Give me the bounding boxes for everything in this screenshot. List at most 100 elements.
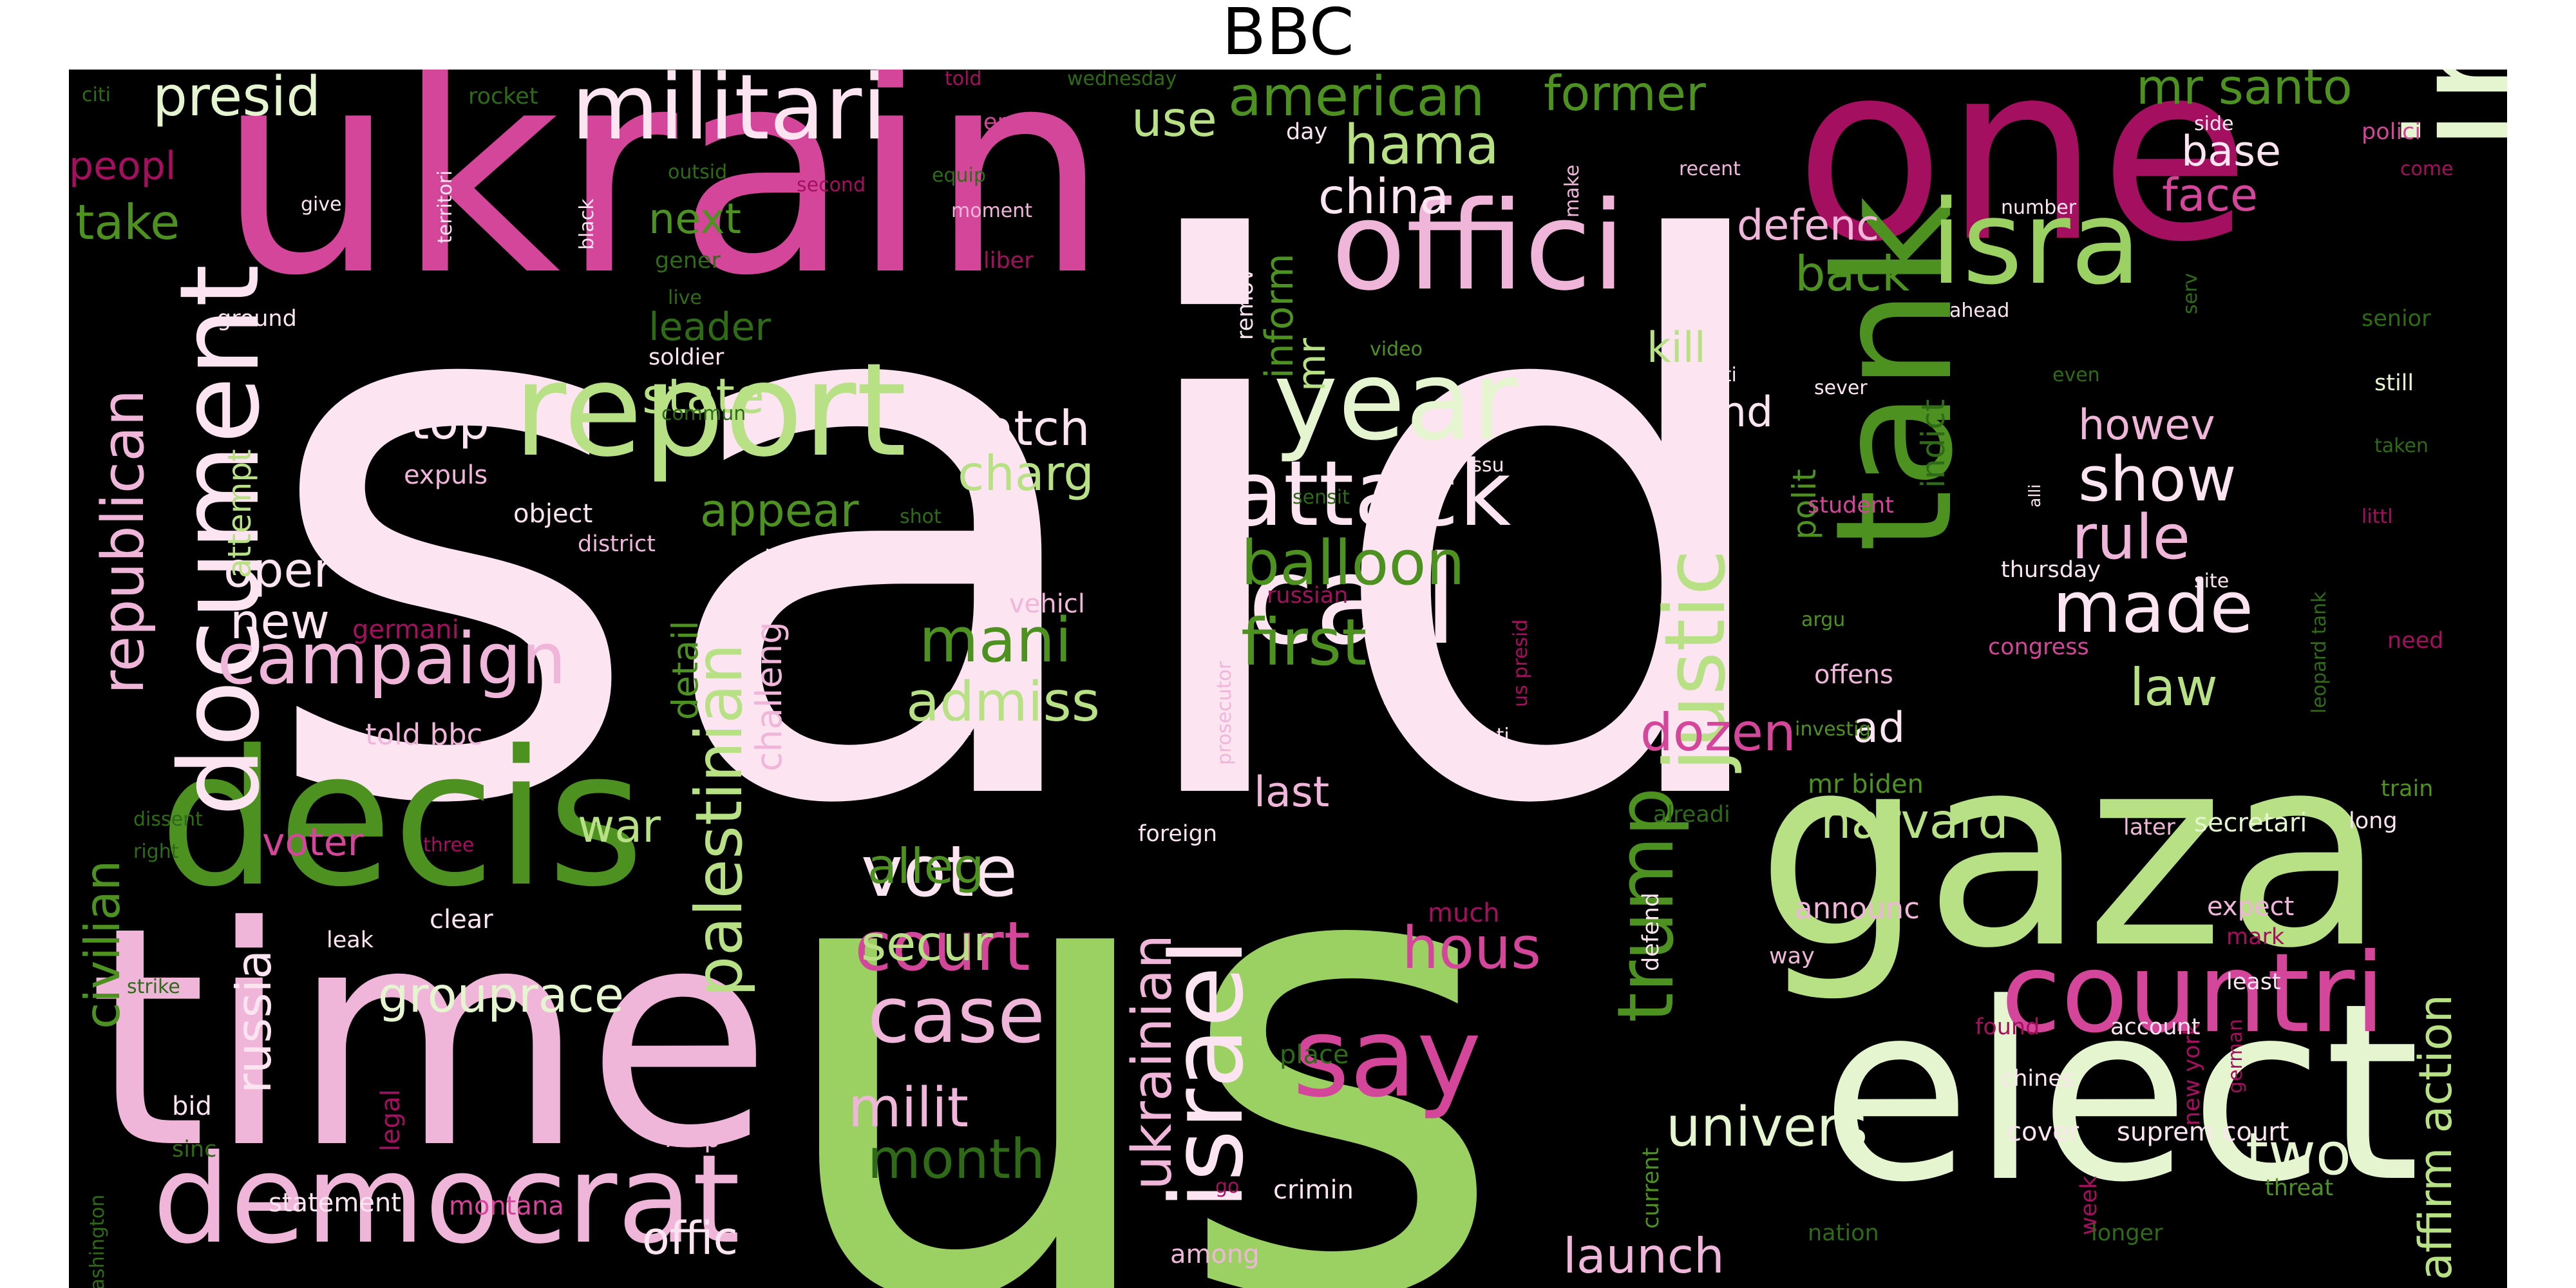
word-top: top xyxy=(410,393,489,450)
word-sensit: sensit xyxy=(1293,486,1350,509)
word-parti: parti xyxy=(1692,364,1737,386)
word-told-bbc: told bbc xyxy=(365,717,483,752)
word-countri: countri xyxy=(2001,930,2385,1057)
word-former: former xyxy=(1544,70,1706,122)
word-ukrainian: ukrainian xyxy=(1121,934,1184,1190)
word-vehicl: vehicl xyxy=(1009,589,1085,619)
word-china: china xyxy=(1318,168,1450,225)
word-leopard-tank: leopard tank xyxy=(2308,591,2331,714)
word-longer: longer xyxy=(2091,1220,2163,1246)
word-elect: elect xyxy=(1821,951,2421,1236)
word-later: later xyxy=(2123,815,2175,840)
word-investig: investig xyxy=(1795,718,1871,741)
word-ahead: ahead xyxy=(1949,299,2010,322)
word-washington: washington xyxy=(86,1194,109,1288)
word-deni: deni xyxy=(996,499,1038,522)
word-live: live xyxy=(668,287,702,309)
word-end: end xyxy=(983,109,1026,135)
word-detail: detail xyxy=(665,620,706,720)
word-still: still xyxy=(2374,370,2414,396)
word-among: among xyxy=(1170,1240,1260,1269)
word-equip: equip xyxy=(932,164,986,187)
word-decis: decis xyxy=(159,711,645,928)
word-give: give xyxy=(301,193,342,216)
word-defend: defend xyxy=(1638,892,1664,971)
word-help: help xyxy=(665,1124,721,1153)
word-prosecutor: prosecutor xyxy=(1213,661,1236,765)
word-territori: territori xyxy=(434,170,457,243)
word-offic: offic xyxy=(642,1212,738,1265)
word-much: much xyxy=(1428,898,1500,928)
word-go: go xyxy=(1215,1175,1240,1198)
word-need: need xyxy=(2387,628,2444,654)
word-indict: indict xyxy=(1915,399,1952,488)
word-new: new xyxy=(230,593,330,650)
word-right: right xyxy=(133,840,179,863)
word-charg: charg xyxy=(958,445,1094,502)
word-wednesday: wednesday xyxy=(1067,70,1177,90)
word-student: student xyxy=(1808,493,1894,518)
word-affirm-action: affirm action xyxy=(2409,994,2462,1280)
word-rule: rule xyxy=(2072,502,2191,573)
word-serv: serv xyxy=(2179,272,2202,314)
word-offens: offens xyxy=(1814,660,1893,690)
word-montana: montana xyxy=(449,1191,564,1221)
word-civilian: civilian xyxy=(74,860,131,1029)
word-run: run xyxy=(1389,493,1422,515)
word-call: call xyxy=(1247,529,1458,672)
word-make: make xyxy=(1561,164,1584,218)
word-second: second xyxy=(797,174,866,196)
word-recent: recent xyxy=(1679,158,1741,180)
word-said: said xyxy=(256,91,1798,969)
word-way: way xyxy=(1769,943,1815,969)
word-black: black xyxy=(576,198,598,250)
word-defenc: defenc xyxy=(1737,202,1880,250)
word-show: show xyxy=(2078,444,2237,515)
word-us-presid: us presid xyxy=(1510,619,1532,707)
figure-title: BBC xyxy=(1222,0,1354,70)
word-war: war xyxy=(578,800,661,853)
word-launch: launch xyxy=(1563,1227,1725,1284)
word-next: next xyxy=(649,195,741,243)
word-made: made xyxy=(2052,566,2254,649)
word-us: us xyxy=(764,693,1508,1288)
word-number: number xyxy=(2001,196,2077,219)
word-secur: secur xyxy=(861,915,993,972)
word-attempt: attempt xyxy=(221,449,258,578)
word-attack: attack xyxy=(1228,442,1511,547)
word-cloud: saidusukraintimegazaoneelectincluddecist… xyxy=(69,70,2507,1288)
word-commun: commun xyxy=(661,402,746,425)
word-admiss: admiss xyxy=(906,670,1101,734)
word-presid: presid xyxy=(153,70,321,129)
word-found: found xyxy=(1975,1014,2040,1040)
word-even: even xyxy=(2052,364,2100,386)
word-congress: congress xyxy=(1988,634,2089,660)
word-clear: clear xyxy=(430,905,493,934)
word-mark: mark xyxy=(2226,924,2285,950)
word-mr: mr xyxy=(1289,337,1334,392)
word-ad: ad xyxy=(1853,704,1906,752)
word-condit: condit xyxy=(1383,689,1443,712)
word-american: american xyxy=(1228,70,1485,129)
word-foreign: foreign xyxy=(1138,821,1218,847)
word-thursday: thursday xyxy=(2001,557,2101,583)
word-report: report xyxy=(513,336,907,486)
word-argu: argu xyxy=(1801,609,1846,631)
word-three: three xyxy=(423,834,475,857)
word-ground: ground xyxy=(217,306,297,332)
word-soldier: soldier xyxy=(649,345,724,370)
word-balloon: balloon xyxy=(1241,528,1465,599)
word-leak: leak xyxy=(327,927,374,953)
word-cover: cover xyxy=(2007,1117,2079,1147)
word-moment: moment xyxy=(951,200,1033,222)
word-nation: nation xyxy=(1808,1220,1879,1246)
word-littl: littl xyxy=(2362,506,2393,528)
word-time: time xyxy=(88,862,772,1215)
word-republican: republican xyxy=(90,389,157,694)
word-least: least xyxy=(2226,969,2281,995)
word-harvard: harvard xyxy=(1821,793,2009,849)
word-account: account xyxy=(2110,1014,2201,1040)
word-wrote: wrote xyxy=(945,712,1018,741)
word-appear: appear xyxy=(700,484,859,537)
word-intellig: intellig xyxy=(1188,225,1213,301)
